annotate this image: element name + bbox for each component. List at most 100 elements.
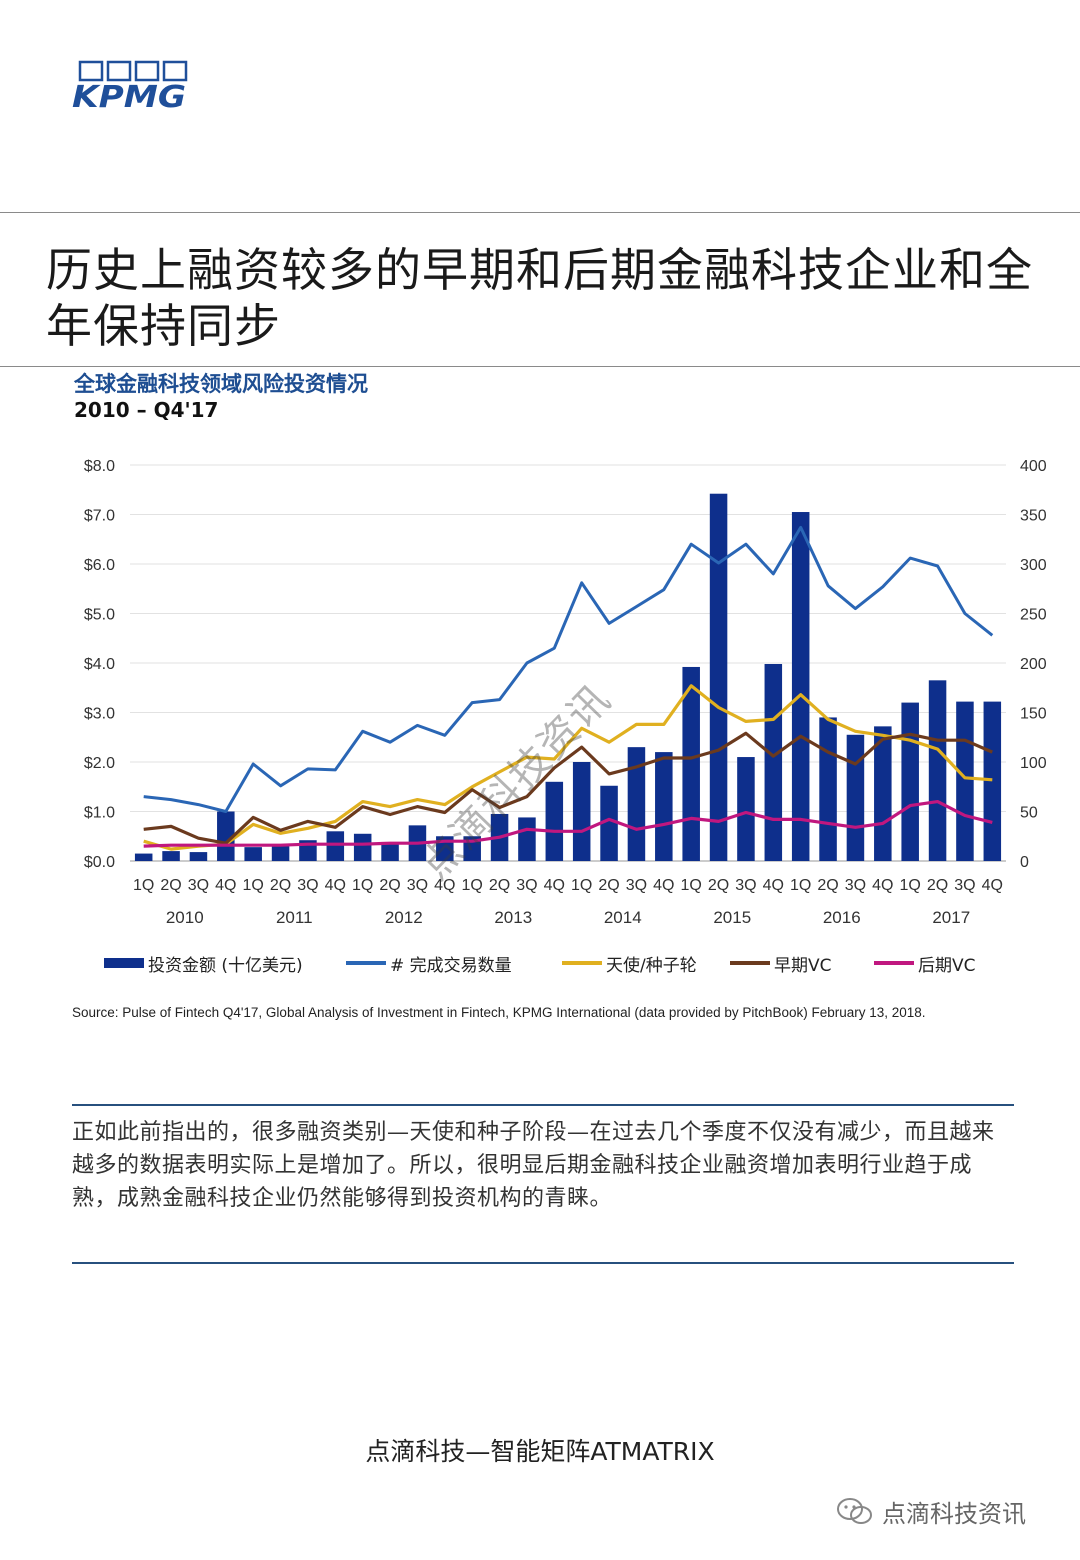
x-year-label: 2015 <box>713 908 751 927</box>
x-year-label: 2013 <box>494 908 532 927</box>
x-tick-label: 2Q <box>817 877 838 894</box>
x-tick-label: 2Q <box>489 877 510 894</box>
bar-investment <box>545 781 564 861</box>
x-tick-label: 4Q <box>434 877 455 894</box>
bar-investment <box>709 493 728 861</box>
legend-label-late-vc: 后期VC <box>918 955 976 976</box>
x-tick-label: 1Q <box>681 877 702 894</box>
kpmg-logo: KPMG <box>70 60 190 112</box>
watermark-text: 点滴科技资讯 <box>882 1500 1026 1528</box>
bar-investment <box>956 701 974 861</box>
y-left-tick-label: $2.0 <box>84 755 115 772</box>
x-tick-label: 4Q <box>215 877 236 894</box>
x-tick-label: 3Q <box>954 877 975 894</box>
x-year-label: 2010 <box>166 908 204 927</box>
x-tick-label: 4Q <box>982 877 1003 894</box>
bar-investment <box>600 785 618 861</box>
legend-label-investment: 投资金额 (十亿美元) <box>148 955 303 976</box>
logo-text: KPMG <box>72 80 186 112</box>
bar-investment <box>737 757 755 861</box>
x-tick-label: 1Q <box>790 877 811 894</box>
x-tick-label: 2Q <box>270 877 291 894</box>
x-tick-label: 1Q <box>571 877 592 894</box>
body-bottom-rule <box>72 1262 1014 1264</box>
bar-investment <box>518 817 536 861</box>
bar-investment <box>244 847 262 861</box>
y-left-tick-label: $3.0 <box>84 706 115 723</box>
x-tick-label: 1Q <box>133 877 154 894</box>
y-left-tick-label: $1.0 <box>84 805 115 822</box>
x-tick-label: 2Q <box>708 877 729 894</box>
bar-investment <box>791 512 810 861</box>
legend-item-late-vc: 后期VC <box>874 949 976 977</box>
legend-item-angel: 天使/种子轮 <box>562 949 697 977</box>
line-early-vc <box>143 731 993 845</box>
bar-investment <box>217 811 235 861</box>
x-tick-label: 1Q <box>352 877 373 894</box>
x-tick-label: 3Q <box>297 877 318 894</box>
page-title: 历史上融资较多的早期和后期金融科技企业和全年保持同步 <box>46 243 1033 353</box>
bar-investment <box>189 852 208 861</box>
y-right-tick-label: 0 <box>1020 854 1029 871</box>
y-right-tick-label: 150 <box>1020 706 1047 723</box>
title-rule <box>0 366 1080 367</box>
x-tick-label: 3Q <box>735 877 756 894</box>
legend-swatch-late-vc <box>874 961 914 965</box>
legend-label-early-vc: 早期VC <box>774 955 832 976</box>
x-tick-label: 4Q <box>544 877 565 894</box>
y-left-tick-label: $4.0 <box>84 656 115 673</box>
x-tick-label: 2Q <box>927 877 948 894</box>
legend-swatch-investment <box>104 958 144 968</box>
x-tick-label: 1Q <box>462 877 483 894</box>
bar-investment <box>353 833 372 861</box>
y-right-tick-label: 300 <box>1020 557 1047 574</box>
x-tick-label: 4Q <box>653 877 674 894</box>
bar-investment <box>572 762 591 861</box>
chart-subtitle: 2010 – Q4'17 <box>74 398 219 422</box>
y-right-tick-label: 350 <box>1020 508 1047 525</box>
legend-label-deals: # 完成交易数量 <box>390 955 512 976</box>
x-year-label: 2014 <box>604 908 642 927</box>
x-tick-label: 1Q <box>243 877 264 894</box>
x-year-label: 2012 <box>385 908 423 927</box>
x-year-label: 2011 <box>276 908 313 927</box>
x-tick-label: 2Q <box>160 877 181 894</box>
chart-title: 全球金融科技领域风险投资情况 <box>74 372 368 396</box>
bar-investment <box>764 663 783 861</box>
legend-swatch-angel <box>562 961 602 965</box>
legend-item-early-vc: 早期VC <box>730 949 832 977</box>
bar-investment <box>928 680 947 861</box>
bar-investment <box>983 701 1002 861</box>
x-tick-label: 4Q <box>325 877 346 894</box>
header-rule <box>0 212 1080 213</box>
legend-item-deals: # 完成交易数量 <box>346 949 512 977</box>
x-tick-label: 2Q <box>598 877 619 894</box>
source-note: Source: Pulse of Fintech Q4'17, Global A… <box>72 1005 926 1020</box>
chart-legend: 投资金额 (十亿美元) # 完成交易数量 天使/种子轮 早期VC 后期VC <box>104 949 1024 977</box>
line-late-vc <box>143 800 993 848</box>
bar-investment <box>326 831 345 861</box>
wechat-watermark: 点滴科技资讯 <box>836 1494 1026 1529</box>
wechat-icon <box>837 1497 872 1524</box>
y-left-tick-label: $5.0 <box>84 607 115 624</box>
bar-investment <box>819 717 837 861</box>
legend-swatch-early-vc <box>730 961 770 965</box>
x-year-label: 2017 <box>932 908 970 927</box>
bar-investment <box>655 752 673 861</box>
y-left-tick-label: $7.0 <box>84 508 115 525</box>
bar-investment <box>901 702 919 861</box>
bar-investment <box>271 846 290 861</box>
bar-investment <box>162 851 180 861</box>
chart: $0.0 0 $1.0 50 $2.0 100 $3.0 150 $4.0 200 $5.0 250 $… <box>84 458 1047 927</box>
bar-investment <box>134 853 153 861</box>
x-year-label: 2016 <box>823 908 861 927</box>
x-tick-label: 3Q <box>407 877 428 894</box>
y-right-tick-label: 100 <box>1020 755 1047 772</box>
x-tick-label: 3Q <box>188 877 209 894</box>
line-deal-count <box>143 525 994 813</box>
y-right-tick-label: 200 <box>1020 656 1047 673</box>
footer-text: 点滴科技—智能矩阵ATMATRIX <box>365 1437 715 1466</box>
x-tick-label: 4Q <box>872 877 893 894</box>
bar-investment <box>682 666 700 861</box>
bar-investment <box>846 734 865 861</box>
